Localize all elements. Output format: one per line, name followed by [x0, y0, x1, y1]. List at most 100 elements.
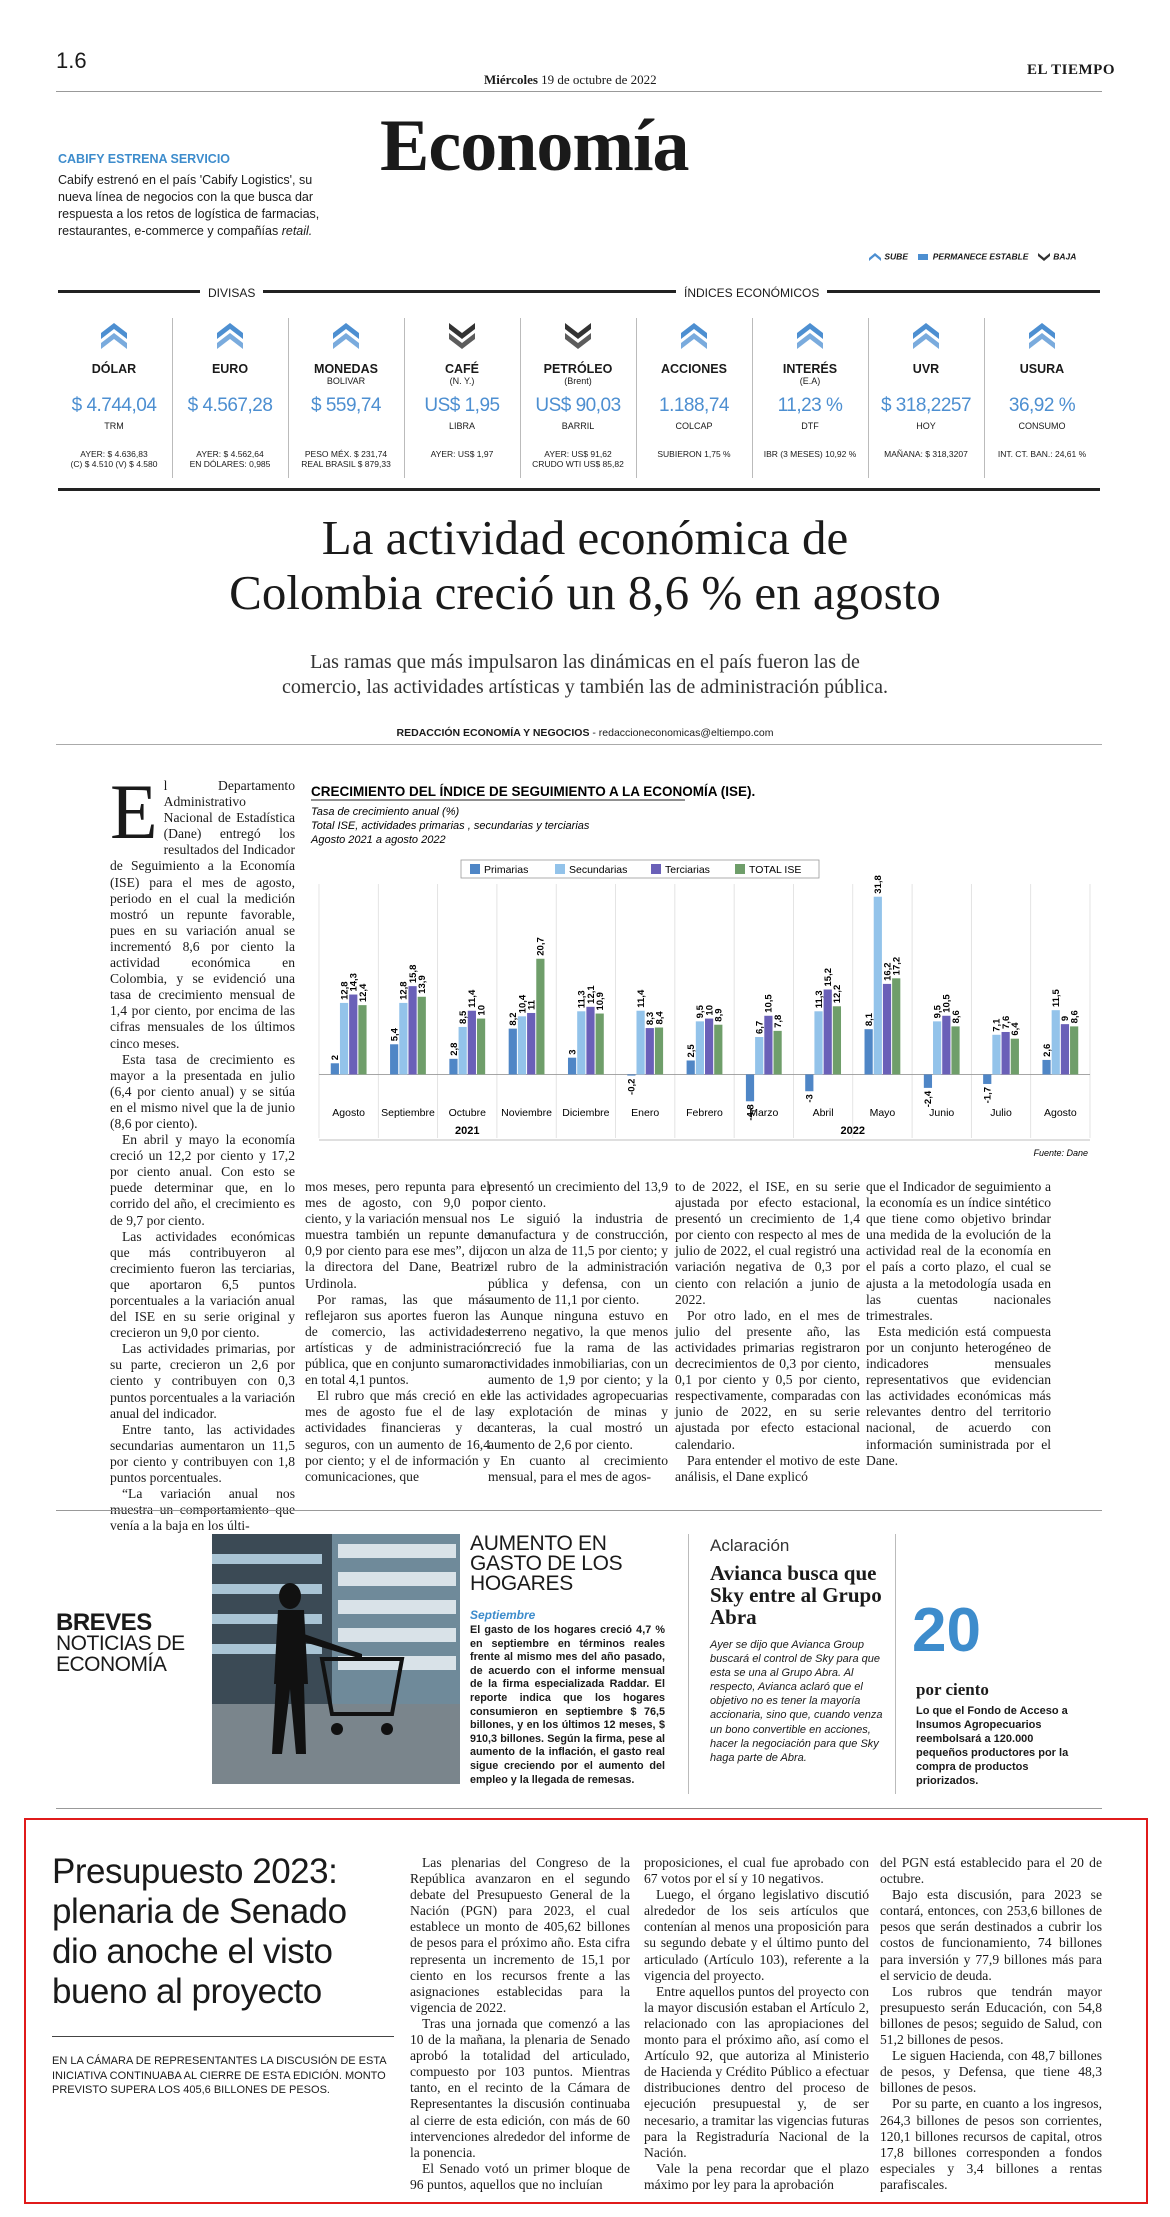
data-label: -0,2 [627, 1079, 638, 1095]
bar-terciarias [764, 1015, 773, 1075]
indicator-ref-1: SUBIERON 1,75 % [657, 449, 731, 459]
data-label: 2 [330, 1055, 341, 1060]
bar-secundarias [458, 1026, 467, 1075]
bar-total-ise [536, 958, 545, 1075]
paragraph: Le siguió la industria de manufactura y … [488, 1211, 668, 1307]
indicator-separator [984, 318, 985, 478]
indicator-4: PETRÓLEO (Brent) US$ 90,03 BARRIL AYER: US$ … [522, 315, 634, 480]
bar-secundarias [517, 1016, 527, 1075]
data-label: 14,3 [349, 973, 360, 992]
indicator-name: DÓLAR [91, 362, 137, 376]
dropcap: E [110, 768, 158, 855]
chart-legend-box [460, 859, 820, 879]
stat-text: Lo que el Fondo de Acceso a Insumos Agro… [916, 1705, 1069, 1787]
paragraph: “La variación anual nos muestra un compo… [110, 1486, 295, 1534]
indicator-bottom-rule [58, 488, 1100, 491]
indicator-value: US$ 90,03 [535, 395, 621, 416]
bar-terciarias [823, 989, 832, 1075]
paragraph: Luego, el órgano legislativo discutió al… [644, 1887, 869, 1983]
breves-top-rule [56, 1510, 1102, 1511]
paragraph: Para entender el motivo de este análisis… [675, 1452, 860, 1484]
page-number: 1.6 [56, 48, 87, 73]
indicator-value: $ 318,2257 [880, 395, 972, 416]
teaser-kicker: CABIFY ESTRENA SERVICIO [58, 152, 231, 166]
story2-text: Ayer se dijo que Avianca Group buscará e… [710, 1639, 883, 1764]
data-label: 31,8 [873, 875, 884, 894]
indicator-name: PETRÓLEO [543, 362, 613, 376]
legend-label: Secundarias [569, 864, 627, 876]
category-label: Mayo [870, 1107, 896, 1119]
budget-headline: Presupuesto 2023: plenaria de Senado dio… [52, 1852, 347, 2011]
paragraph: Tras una jornada que comenzó a las 10 de… [410, 2015, 630, 2160]
section-title: Economía [380, 105, 690, 187]
paragraph: del PGN está establecido para el 20 de o… [880, 1855, 1102, 1887]
story1-kicker: Septiembre [470, 1608, 536, 1622]
byline-email: - redaccioneconomicas@eltiempo.com [592, 727, 774, 739]
shopper-illustration [212, 1534, 460, 1784]
breves-title-line2: NOTICIAS DE [56, 1632, 185, 1655]
down-arrow-icon [565, 323, 591, 349]
up-arrow-icon [217, 323, 243, 349]
bar-terciarias [467, 1010, 476, 1075]
data-label: 11,3 [577, 990, 588, 1008]
chart-subtitle-1: Tasa de crecimiento anual (%) [311, 806, 460, 818]
data-label: -4,8 [745, 1104, 756, 1120]
bar-terciarias [705, 1018, 714, 1075]
data-label: 15,2 [823, 968, 834, 987]
data-label: 12,8 [339, 981, 350, 1000]
brand-logo: EL TIEMPO [1027, 62, 1115, 78]
paragraph: l Departamento Administrativo Nacional d… [110, 778, 295, 1051]
chart-source: Fuente: Dane [1033, 1148, 1088, 1158]
paragraph: Entre aquellos puntos del proyecto con l… [644, 1983, 869, 2160]
up-legend-icon [869, 253, 881, 261]
bar-primarias [390, 1044, 399, 1075]
down-legend-icon [1037, 253, 1050, 261]
paragraph: Bajo esta discusión, para 2023 se contar… [880, 1887, 1102, 1983]
up-arrow-icon [101, 323, 127, 349]
data-label: 8,2 [508, 1012, 519, 1025]
bar-terciarias [408, 986, 417, 1075]
year-label-2021: 2021 [455, 1125, 479, 1137]
data-label: 8,4 [654, 1011, 665, 1025]
indicator-ref-2: CRUDO WTI US$ 85,82 [532, 459, 624, 469]
highlight-box [24, 1818, 1148, 2204]
stat-number: 20 [912, 1596, 981, 1665]
chart-subtitle-3: Agosto 2021 a agosto 2022 [310, 834, 446, 846]
story2-headline: Avianca busca que Sky entre al Grupo Abr… [710, 1561, 882, 1629]
data-label: 3 [567, 1049, 578, 1054]
paragraph: Por ramas, las que más reflejaron sus ap… [305, 1291, 490, 1388]
legend-label: Primarias [484, 864, 528, 876]
bar-total-ise [417, 996, 426, 1075]
legend-swatch-primarias [470, 864, 480, 874]
indicator-ref-1: IBR (3 MESES) 10,92 % [763, 449, 857, 459]
date-rest: 19 de octubre de 2022 [541, 72, 657, 87]
bar-primarias [330, 1063, 339, 1075]
indicator-value: 11,23 % [777, 395, 843, 416]
data-label: 8,6 [1069, 1010, 1080, 1023]
indicator-ref: INT. CT. BAN.: 24,61 % [986, 449, 1098, 459]
data-label: 6,7 [755, 1021, 766, 1034]
indicator-ref: SUBIERON 1,75 % [638, 449, 750, 459]
teaser-italic: retail. [281, 224, 313, 238]
indicator-separator [868, 318, 869, 478]
data-label: 6,4 [1010, 1022, 1021, 1036]
paragraph: Las plenarias del Congreso de la Repúbli… [410, 1855, 630, 2015]
bar-secundarias [814, 1011, 823, 1075]
indicator-unit: BARRIL [561, 421, 595, 431]
stat-divider [895, 1534, 896, 1794]
article-column-4: to de 2022, el ISE, en su serie ajustada… [675, 1179, 860, 1485]
deck-line-1: Las ramas que más impulsaron las dinámic… [310, 651, 860, 673]
bar-total-ise [595, 1013, 604, 1075]
indicator-unit: CONSUMO [1018, 421, 1066, 431]
indicator-unit: COLCAP [675, 421, 713, 431]
indicator-ref: IBR (3 MESES) 10,92 % [754, 449, 866, 459]
indices-label: ÍNDICES ECONÓMICOS [676, 286, 828, 300]
byline: REDACCIÓN ECONOMÍA Y NEGOCIOS - redaccio… [0, 727, 1170, 739]
indicator-ref: AYER: $ 4.636,83 (C) $ 4.510 (V) $ 4.580 [58, 449, 170, 469]
indicator-separator [172, 318, 173, 478]
category-label: Abril [813, 1107, 834, 1119]
category-label: Noviembre [501, 1107, 552, 1119]
data-label: 16,2 [882, 962, 893, 981]
ise-growth-chart: CRECIMIENTO DEL ÍNDICE DE SEGUIMIENTO A … [310, 784, 1091, 1158]
article-column-2: mos meses, pero repunta para el mes de a… [305, 1179, 490, 1485]
